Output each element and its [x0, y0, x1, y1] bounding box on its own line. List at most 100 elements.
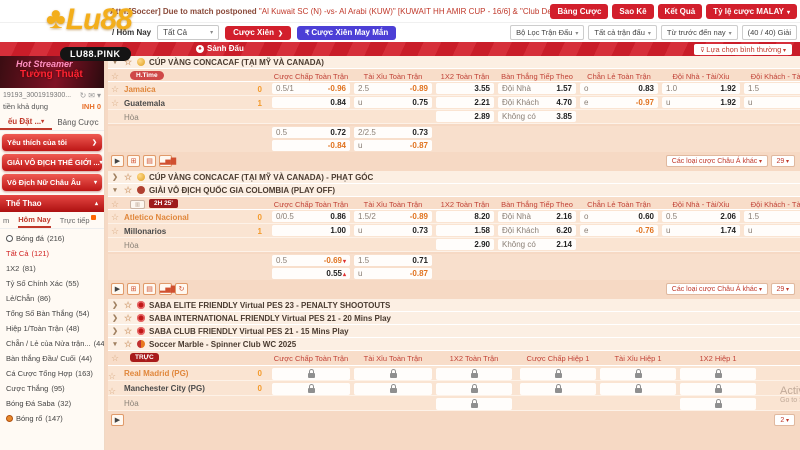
odds-cell-handicap[interactable]: 0/0.5 0.86: [272, 211, 350, 222]
odds-cell-handicap[interactable]: 0.5 -0.69: [272, 255, 350, 266]
odds-cell-away-ou[interactable]: u1.7: [744, 225, 800, 236]
odds-cell-1x2-draw[interactable]: 2.89: [436, 111, 494, 122]
section-header-marble[interactable]: ▾ ☆ Soccer Marble - Spinner Club WC 2025: [108, 338, 800, 351]
odds-cell-odd-even[interactable]: o 0.83: [580, 83, 658, 94]
odds-cell-handicap[interactable]: 0.5 0.72: [272, 127, 350, 138]
odds-cell-over-under[interactable]: 1.5/2 -0.89: [354, 211, 432, 222]
odds-cell-home-ou[interactable]: u 1.92: [662, 97, 740, 108]
section-header-concacaf-corners[interactable]: ❯ ☆ CÚP VÀNG CONCACAF (TẠI MỸ VÀ CANADA)…: [108, 171, 800, 184]
section-header-collapsed[interactable]: ❯ ☆ SABA INTERNATIONAL FRIENDLY Virtual …: [108, 312, 800, 325]
favorite-star-icon[interactable]: ☆: [123, 171, 133, 182]
sidebar-market-item[interactable]: Bóng rổ (147): [0, 411, 104, 426]
sidebar-market-item[interactable]: Tất Cả (121): [6, 249, 50, 258]
odds-cell-1x2-draw[interactable]: 2.90: [436, 239, 494, 250]
market-count-select[interactable]: 29: [770, 154, 795, 167]
sidebar-market-item[interactable]: Tỷ Số Chính Xác (55): [6, 279, 80, 288]
display-mode-select[interactable]: Lựa chọn bình thường: [694, 43, 792, 55]
tab-live[interactable]: Trực tiếp: [60, 212, 96, 228]
favorite-star-icon[interactable]: ☆: [110, 226, 120, 236]
brand-logo[interactable]: ♣ Lu88: [46, 2, 133, 36]
sidebar-market-item[interactable]: Chẵn / Lẻ của Nửa trận...(44): [6, 339, 105, 348]
favorite-star-icon[interactable]: ☆: [123, 312, 133, 323]
chevron-down-icon[interactable]: ▾: [96, 91, 101, 100]
odds-cell-over-under[interactable]: 1.5 0.71: [354, 255, 432, 266]
sidebar-item-sports[interactable]: Thể Thao ▴: [0, 195, 104, 212]
odds-cell-away-ou[interactable]: 1.52.7: [744, 83, 800, 94]
filter-dropdown[interactable]: (40 / 40) Giải: [741, 25, 797, 40]
sidebar-item-favorites[interactable]: Yêu thích của tôi ❯: [2, 134, 102, 151]
promo-banner[interactable]: Hot Streamer Tường Thuật: [0, 56, 104, 88]
bet-card-icon[interactable]: ▤: [143, 155, 156, 167]
favorite-star-icon[interactable]: ☆: [110, 353, 120, 363]
odds-cell-next-goal[interactable]: Đội Nhà 1.57: [498, 83, 576, 94]
play-stream-icon[interactable]: ▶: [111, 155, 124, 167]
odds-cell-1x2[interactable]: 2.21: [436, 97, 494, 108]
refresh-icon[interactable]: ↻: [175, 283, 188, 295]
filter-dropdown[interactable]: Từ trước đến nay: [660, 25, 738, 40]
sidebar-market-item[interactable]: Lẻ/Chẵn (86): [6, 294, 51, 303]
top-button[interactable]: Bảng Cược: [550, 3, 609, 19]
market-count-select[interactable]: 29: [770, 282, 795, 295]
odds-cell-over-under[interactable]: 2.5 -0.89: [354, 83, 432, 94]
refresh-icon[interactable]: ↻: [79, 91, 87, 100]
odds-cell-home-ou[interactable]: u 1.74: [662, 225, 740, 236]
stats-chart-icon[interactable]: ▂▅▇: [159, 283, 176, 295]
market-type-select[interactable]: Các loại cược Châu Á khác: [665, 282, 768, 295]
favorite-star-icon[interactable]: ☆: [110, 84, 120, 94]
top-button[interactable]: Kết Quả: [657, 3, 703, 19]
sidebar-market-item[interactable]: Bàn thắng Đầu/ Cuối (44): [6, 354, 92, 363]
sidebar-item-world-championship[interactable]: GIẢI VÔ ĐỊCH THẾ GIỚI ... ▾: [2, 154, 103, 171]
dice-icon[interactable]: ⊞: [127, 155, 140, 167]
odds-cell-over-under[interactable]: u 0.73: [354, 225, 432, 236]
odds-cell-handicap[interactable]: 0.84: [272, 97, 350, 108]
odds-cell-over-under[interactable]: u -0.87: [354, 268, 432, 279]
odds-cell-next-goal-none[interactable]: Không có 2.14: [498, 239, 576, 250]
odds-cell-next-goal[interactable]: Đội Nhà 2.16: [498, 211, 576, 222]
tab-bet-slip[interactable]: ếu Đặt ...: [0, 114, 52, 130]
odds-cell-1x2[interactable]: 8.20: [436, 211, 494, 222]
sidebar-market-item[interactable]: 1X2 (81): [6, 264, 36, 273]
favorite-star-icon[interactable]: ☆: [123, 299, 133, 310]
section-header-collapsed[interactable]: ❯ ☆ SABA ELITE FRIENDLY Virtual PES 23 -…: [108, 299, 800, 312]
odds-cell-home-ou[interactable]: 0.5 2.06: [662, 211, 740, 222]
bet-card-icon[interactable]: ▤: [143, 283, 156, 295]
odds-cell-handicap[interactable]: -0.84: [272, 140, 350, 151]
odds-cell-home-ou[interactable]: 1.0 1.92: [662, 83, 740, 94]
favorite-star-icon[interactable]: ☆: [110, 199, 120, 209]
section-header-colombia[interactable]: ▾ ☆ GIẢI VÔ ĐỊCH QUỐC GIA COLOMBIA (PLAY…: [108, 184, 800, 197]
favorite-star-icon[interactable]: ☆: [110, 212, 120, 222]
favorite-star-icon[interactable]: ☆: [110, 98, 120, 108]
favorite-star-icon[interactable]: ☆: [108, 371, 117, 381]
section-header-concacaf[interactable]: ▾ ☆ CÚP VÀNG CONCACAF (TẠI MỸ VÀ CANADA): [108, 56, 800, 69]
odds-cell-odd-even[interactable]: e -0.76: [580, 225, 658, 236]
lucky-parlay-button[interactable]: Cược Xiên May Mắn: [296, 25, 397, 40]
parlay-button[interactable]: Cược Xiên: [225, 25, 291, 40]
top-button[interactable]: Sao Kê: [612, 3, 654, 19]
market-count-select[interactable]: 2: [774, 413, 795, 426]
odds-cell-next-goal[interactable]: Đội Khách 6.20: [498, 225, 576, 236]
lobby-link[interactable]: ♠ Sảnh Đấu: [196, 44, 244, 53]
odds-cell-odd-even[interactable]: e -0.97: [580, 97, 658, 108]
odds-cell-1x2[interactable]: 3.55: [436, 83, 494, 94]
tab-bet-board[interactable]: Bảng Cược: [57, 117, 99, 127]
odds-cell-away-ou[interactable]: u1.3: [744, 97, 800, 108]
stats-chart-icon[interactable]: ▂▅▇: [159, 155, 176, 167]
sidebar-market-item[interactable]: Cược Thắng (95): [6, 384, 65, 393]
top-button[interactable]: Tỷ lệ cược MALAY: [706, 3, 797, 19]
odds-cell-next-goal[interactable]: Đội Khách 4.70: [498, 97, 576, 108]
odds-cell-away-ou[interactable]: 1.53.5: [744, 211, 800, 222]
odds-cell-1x2[interactable]: 1.58: [436, 225, 494, 236]
odds-cell-handicap[interactable]: 1.00: [272, 225, 350, 236]
favorite-star-icon[interactable]: ☆: [123, 184, 133, 195]
odds-cell-over-under[interactable]: u 0.75: [354, 97, 432, 108]
market-type-select[interactable]: Các loại cược Châu Á khác: [665, 154, 768, 167]
favorite-star-icon[interactable]: ☆: [123, 338, 133, 349]
sidebar-market-item[interactable]: Hiệp 1/Toàn Trận (48): [6, 324, 80, 333]
section-header-collapsed[interactable]: ❯ ☆ SABA CLUB FRIENDLY Virtual PES 21 - …: [108, 325, 800, 338]
sidebar-market-item[interactable]: Cá Cược Tổng Hợp (163): [6, 369, 93, 378]
league-select[interactable]: Tất Cả: [157, 25, 220, 40]
dice-icon[interactable]: ⊞: [127, 283, 140, 295]
odds-cell-handicap[interactable]: 0.55: [272, 268, 350, 279]
favorite-star-icon[interactable]: ☆: [123, 325, 133, 336]
favorite-star-icon[interactable]: ☆: [123, 56, 133, 67]
